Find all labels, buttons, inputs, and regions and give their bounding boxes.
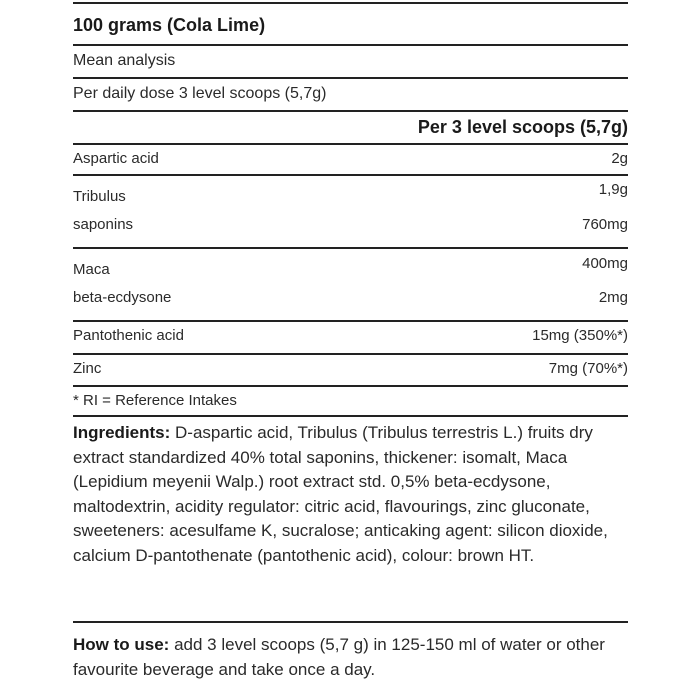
row-name: Pantothenic acid — [73, 327, 184, 344]
row-name: Maca — [73, 261, 110, 278]
footnote: * RI = Reference Intakes — [73, 387, 628, 417]
how-to-use: How to use: add 3 level scoops (5,7 g) i… — [73, 623, 628, 682]
row-value: 15mg (350%*) — [532, 327, 628, 344]
daily-dose: Per daily dose 3 level scoops (5,7g) — [73, 79, 628, 112]
table-row-group: Tribulus 1,9g saponins 760mg — [73, 176, 628, 249]
row-value: 760mg — [582, 216, 628, 233]
column-header: Per 3 level scoops (5,7g) — [73, 112, 628, 145]
table-row: Zinc 7mg (70%*) — [73, 355, 628, 387]
ingredients-label: Ingredients: — [73, 423, 171, 442]
row-name: Tribulus — [73, 188, 126, 205]
row-name: saponins — [73, 216, 134, 233]
table-row: Aspartic acid 2g — [73, 145, 628, 176]
row-name: Zinc — [73, 360, 102, 377]
how-to-use-text: add 3 level scoops (5,7 g) in 125-150 ml… — [73, 635, 605, 679]
table-row: Pantothenic acid 15mg (350%*) — [73, 322, 628, 355]
row-value: 7mg (70%*) — [548, 360, 628, 377]
ingredients: Ingredients: D-aspartic acid, Tribulus (… — [73, 417, 628, 623]
mean-analysis: Mean analysis — [73, 46, 628, 79]
ingredients-text: D-aspartic acid, Tribulus (Tribulus terr… — [73, 423, 608, 565]
row-name: beta-ecdysone — [73, 289, 172, 306]
how-to-use-label: How to use: — [73, 635, 170, 654]
nutrition-table: 100 grams (Cola Lime) Mean analysis Per … — [73, 2, 628, 682]
row-value: 2mg — [598, 289, 628, 306]
product-title: 100 grams (Cola Lime) — [73, 4, 628, 46]
row-value: 400mg — [582, 255, 628, 272]
table-row-group: Maca 400mg beta-ecdysone 2mg — [73, 249, 628, 322]
row-value: 2g — [611, 150, 628, 167]
row-value: 1,9g — [598, 181, 628, 198]
row-name: Aspartic acid — [73, 150, 159, 167]
footnote-text: * RI = Reference Intakes — [73, 392, 237, 409]
